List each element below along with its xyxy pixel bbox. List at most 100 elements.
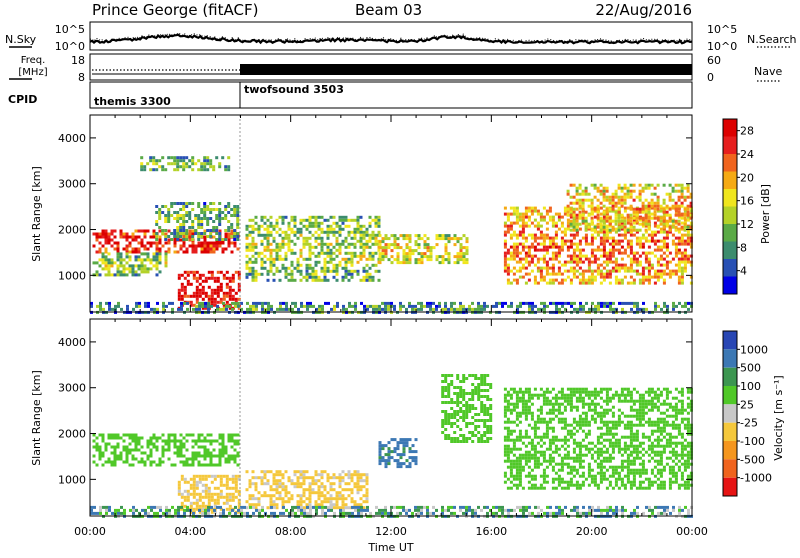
velocity-cell bbox=[114, 434, 117, 437]
velocity-cell bbox=[519, 415, 522, 418]
velocity-cell bbox=[528, 397, 531, 400]
power-cell bbox=[543, 258, 546, 261]
power-cell bbox=[249, 305, 252, 308]
power-cell bbox=[678, 223, 681, 226]
velocity-cell bbox=[525, 406, 528, 409]
power-cell bbox=[105, 242, 108, 245]
power-cell bbox=[519, 234, 522, 237]
power-cell bbox=[214, 301, 217, 304]
power-cell bbox=[194, 232, 197, 235]
power-cell bbox=[501, 302, 504, 305]
velocity-cell bbox=[348, 473, 351, 476]
power-cell bbox=[588, 282, 591, 285]
power-cell bbox=[645, 214, 648, 217]
power-cell bbox=[186, 308, 189, 311]
power-cell bbox=[681, 261, 684, 264]
power-cell bbox=[99, 308, 102, 311]
power-cell bbox=[681, 252, 684, 255]
power-cell bbox=[144, 302, 147, 305]
velocity-cell bbox=[129, 437, 132, 440]
power-cell bbox=[339, 246, 342, 249]
power-cell bbox=[93, 233, 96, 236]
power-cell bbox=[114, 248, 117, 251]
velocity-cell bbox=[597, 415, 600, 418]
power-cell bbox=[114, 273, 117, 276]
velocity-cell bbox=[549, 418, 552, 421]
velocity-cell bbox=[96, 437, 99, 440]
power-cell bbox=[591, 237, 594, 240]
velocity-region bbox=[379, 438, 418, 468]
power-cell bbox=[342, 258, 345, 261]
power-cell bbox=[285, 267, 288, 270]
velocity-cell bbox=[102, 452, 105, 455]
power-cell bbox=[318, 305, 321, 308]
velocity-cell bbox=[99, 458, 102, 461]
power-cell bbox=[618, 217, 621, 220]
velocity-cell bbox=[474, 434, 477, 437]
velocity-cell bbox=[462, 437, 465, 440]
power-cell bbox=[540, 302, 543, 305]
power-cell bbox=[660, 255, 663, 258]
power-cell bbox=[369, 246, 372, 249]
velocity-cell bbox=[282, 476, 285, 479]
power-cell bbox=[279, 243, 282, 246]
power-cell bbox=[330, 243, 333, 246]
power-cell bbox=[657, 226, 660, 229]
power-cell bbox=[123, 236, 126, 239]
power-cell bbox=[182, 165, 185, 168]
power-cell bbox=[200, 232, 203, 235]
velocity-cell bbox=[489, 413, 492, 416]
velocity-cell bbox=[219, 449, 222, 452]
velocity-cell bbox=[552, 427, 555, 430]
power-cell bbox=[669, 208, 672, 211]
power-cell bbox=[435, 305, 438, 308]
power-cell bbox=[181, 295, 184, 298]
power-cell bbox=[510, 234, 513, 237]
power-cell bbox=[546, 273, 549, 276]
velocity-cell bbox=[546, 475, 549, 478]
velocity-cell bbox=[342, 503, 345, 506]
power-cell bbox=[450, 302, 453, 305]
nave-series bbox=[240, 64, 692, 75]
power-cell bbox=[537, 267, 540, 270]
power-cell bbox=[546, 234, 549, 237]
power-cell bbox=[576, 308, 579, 311]
power-cell bbox=[415, 261, 418, 264]
power-cell bbox=[96, 233, 99, 236]
power-cell bbox=[176, 232, 179, 235]
velocity-cell bbox=[534, 445, 537, 448]
velocity-cell bbox=[183, 464, 186, 467]
power-cell bbox=[197, 220, 200, 223]
power-cell bbox=[111, 261, 114, 264]
velocity-cell bbox=[196, 505, 199, 508]
power-cell bbox=[195, 245, 198, 248]
velocity-cell bbox=[459, 428, 462, 431]
power-cell bbox=[246, 228, 249, 231]
power-cell bbox=[129, 251, 132, 254]
power-cell bbox=[176, 226, 179, 229]
power-cell bbox=[594, 208, 597, 211]
velocity-cell bbox=[99, 452, 102, 455]
power-cell bbox=[232, 289, 235, 292]
power-colorbar-segment bbox=[723, 154, 737, 172]
power-cell bbox=[223, 298, 226, 301]
power-cell bbox=[516, 216, 519, 219]
velocity-cell bbox=[228, 461, 231, 464]
velocity-cell bbox=[603, 421, 606, 424]
power-cell bbox=[459, 302, 462, 305]
power-cell bbox=[393, 305, 396, 308]
velocity-cell bbox=[406, 438, 409, 441]
velocity-cell bbox=[597, 457, 600, 460]
power-cell bbox=[639, 237, 642, 240]
power-cell bbox=[200, 217, 203, 220]
velocity-cell bbox=[531, 457, 534, 460]
power-cell bbox=[555, 213, 558, 216]
velocity-cell bbox=[567, 484, 570, 487]
velocity-cell bbox=[579, 388, 582, 391]
power-cell bbox=[258, 228, 261, 231]
power-cell bbox=[180, 305, 183, 308]
power-cell bbox=[573, 302, 576, 305]
velocity-cell bbox=[444, 437, 447, 440]
velocity-cell bbox=[261, 494, 264, 497]
velocity-cell bbox=[570, 478, 573, 481]
